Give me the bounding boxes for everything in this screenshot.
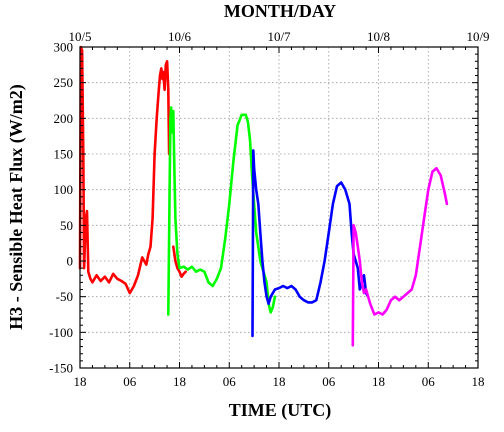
y-tick-label: -50 [56,289,73,304]
y-tick-label: -150 [49,361,73,376]
y-tick-label: 150 [54,147,74,162]
top-date-label: 10/9 [466,29,489,44]
series-line-3 [167,106,277,316]
y-tick-label: 250 [54,75,74,90]
y-tick-label: 300 [54,40,74,55]
x-tick-label: 06 [123,374,137,389]
x-axis-title: TIME (UTC) [229,400,332,421]
x-tick-label: 18 [472,374,485,389]
top-date-label: 10/7 [267,29,291,44]
series-line-2 [172,245,187,278]
top-date-label: 10/6 [168,29,192,44]
x-tick-label: 18 [173,374,186,389]
x-tick-label: 18 [74,374,87,389]
y-tick-label: 0 [67,254,74,269]
top-date-label: 10/5 [68,29,91,44]
x-tick-label: 06 [422,374,436,389]
top-axis-title: MONTH/DAY [224,1,336,21]
x-tick-label: 06 [223,374,237,389]
y-tick-label: 200 [54,111,74,126]
y-tick-label: 100 [54,182,74,197]
series-line-1 [78,45,172,295]
series-line-5 [351,167,449,347]
tick-labels: -150 -100 -50 0 50 100 150 200 250 300 18 06 18 06 18 0… [49,29,489,389]
grid-lines [80,47,478,368]
x-tick-label: 18 [273,374,286,389]
y-tick-label: -100 [49,325,73,340]
series-lines [78,45,449,347]
x-tick-label: 06 [322,374,336,389]
axis-ticks [79,46,479,369]
y-axis-title: H3 - Sensible Heat Flux (W/m2) [6,84,27,330]
top-date-label: 10/8 [367,29,390,44]
x-tick-label: 18 [372,374,385,389]
y-tick-label: 50 [60,218,73,233]
series-line-4 [251,149,370,338]
